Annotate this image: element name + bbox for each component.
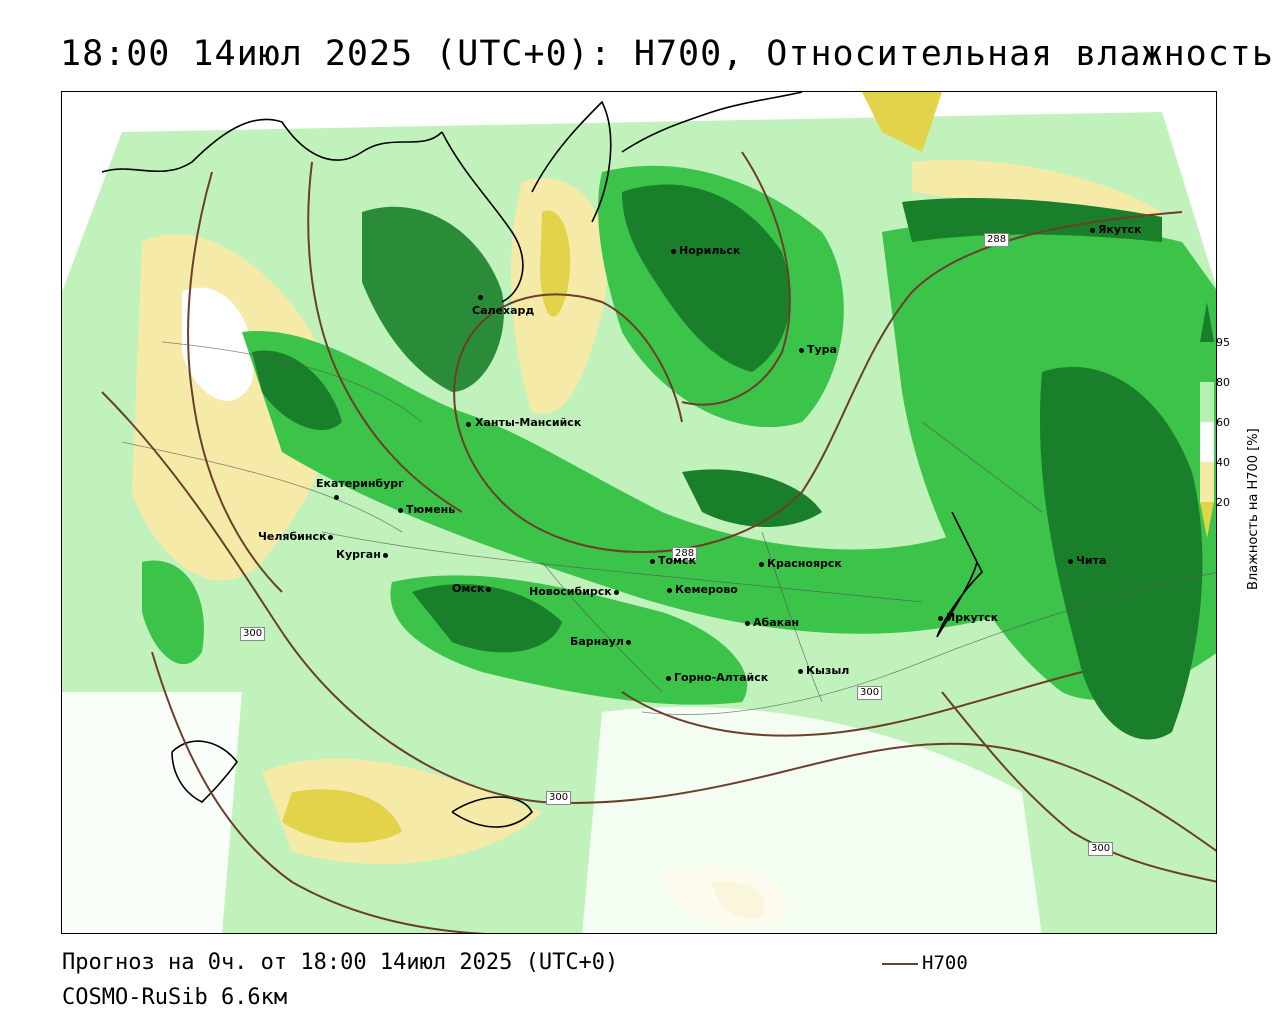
colorbar-title: Влажность на H700 [%] xyxy=(1246,428,1261,590)
city-label: Ханты-Мансийск xyxy=(475,416,582,429)
city-label: Омск xyxy=(452,582,494,595)
coastline xyxy=(101,92,983,828)
city-dot-icon xyxy=(486,586,492,592)
city-dot-icon xyxy=(466,421,471,427)
city-marker: Абакан xyxy=(745,616,799,629)
city-label: Челябинск xyxy=(258,530,336,543)
map-panel: 288 288 300 300 300 300 Якутск Норильск … xyxy=(61,91,1217,934)
city-dot-icon xyxy=(799,347,804,353)
model-name: COSMO-RuSib 6.6км xyxy=(62,985,288,1010)
city-label: Барнаул xyxy=(570,635,634,648)
contour-label: 300 xyxy=(240,627,266,641)
city-dot-icon xyxy=(478,294,483,300)
contour-label: 300 xyxy=(546,791,572,805)
city-marker xyxy=(478,290,486,303)
city-marker: Кемерово xyxy=(667,583,738,596)
contour-label: 288 xyxy=(984,233,1010,247)
city-dot-icon xyxy=(1090,227,1095,233)
city-dot-icon xyxy=(328,534,334,540)
city-marker: Красноярск xyxy=(759,557,842,570)
city-label: Екатеринбург xyxy=(316,477,404,490)
contour-label: 300 xyxy=(1088,842,1114,856)
city-marker: Горно-Алтайск xyxy=(666,671,768,684)
h700-contours xyxy=(101,151,1216,933)
city-marker: Иркутск xyxy=(938,611,998,624)
map-title: 18:00 14июл 2025 (UTC+0): H700, Относите… xyxy=(60,34,1274,74)
city-marker: Томск xyxy=(650,554,696,567)
city-marker: Якутск xyxy=(1090,223,1141,236)
city-dot-icon xyxy=(671,248,676,254)
city-dot-icon xyxy=(1068,558,1073,564)
city-dot-icon xyxy=(667,587,672,593)
city-dot-icon xyxy=(382,552,388,558)
colorbar-tick: 20 xyxy=(1216,496,1230,509)
city-dot-icon xyxy=(613,589,619,595)
city-marker: Тюмень xyxy=(398,503,455,516)
city-dot-icon xyxy=(398,507,403,513)
admin-borders xyxy=(121,341,1216,715)
city-marker: Кызыл xyxy=(798,664,849,677)
city-label: Новосибирск xyxy=(529,585,622,598)
contour-legend-line xyxy=(882,963,918,965)
city-dot-icon xyxy=(650,558,655,564)
city-dot-icon xyxy=(938,615,943,621)
city-dot-icon xyxy=(798,668,803,674)
city-marker xyxy=(334,490,342,503)
city-marker: Тура xyxy=(799,343,837,356)
colorbar-tick: 95 xyxy=(1216,336,1230,349)
city-dot-icon xyxy=(759,561,764,567)
colorbar-tick: 80 xyxy=(1216,376,1230,389)
contour-label: 288 xyxy=(672,547,698,561)
forecast-info: Прогноз на 0ч. от 18:00 14июл 2025 (UTC+… xyxy=(62,950,619,975)
city-label: Курган xyxy=(336,548,391,561)
contour-label: 300 xyxy=(857,686,883,700)
humidity-field xyxy=(62,92,1216,933)
city-dot-icon xyxy=(745,620,750,626)
city-dot-icon xyxy=(666,675,671,681)
city-marker: Норильск xyxy=(671,244,740,257)
colorbar-tick: 60 xyxy=(1216,416,1230,429)
colorbar: 95 80 60 40 20 xyxy=(1198,300,1258,560)
city-marker: Чита xyxy=(1068,554,1106,567)
contour-legend-label: H700 xyxy=(922,952,968,974)
colorbar-swatches xyxy=(1200,302,1215,538)
city-dot-icon xyxy=(625,639,631,645)
city-marker xyxy=(466,417,474,430)
colorbar-tick: 40 xyxy=(1216,456,1230,469)
city-label: Салехард xyxy=(472,304,535,317)
city-dot-icon xyxy=(334,494,339,500)
